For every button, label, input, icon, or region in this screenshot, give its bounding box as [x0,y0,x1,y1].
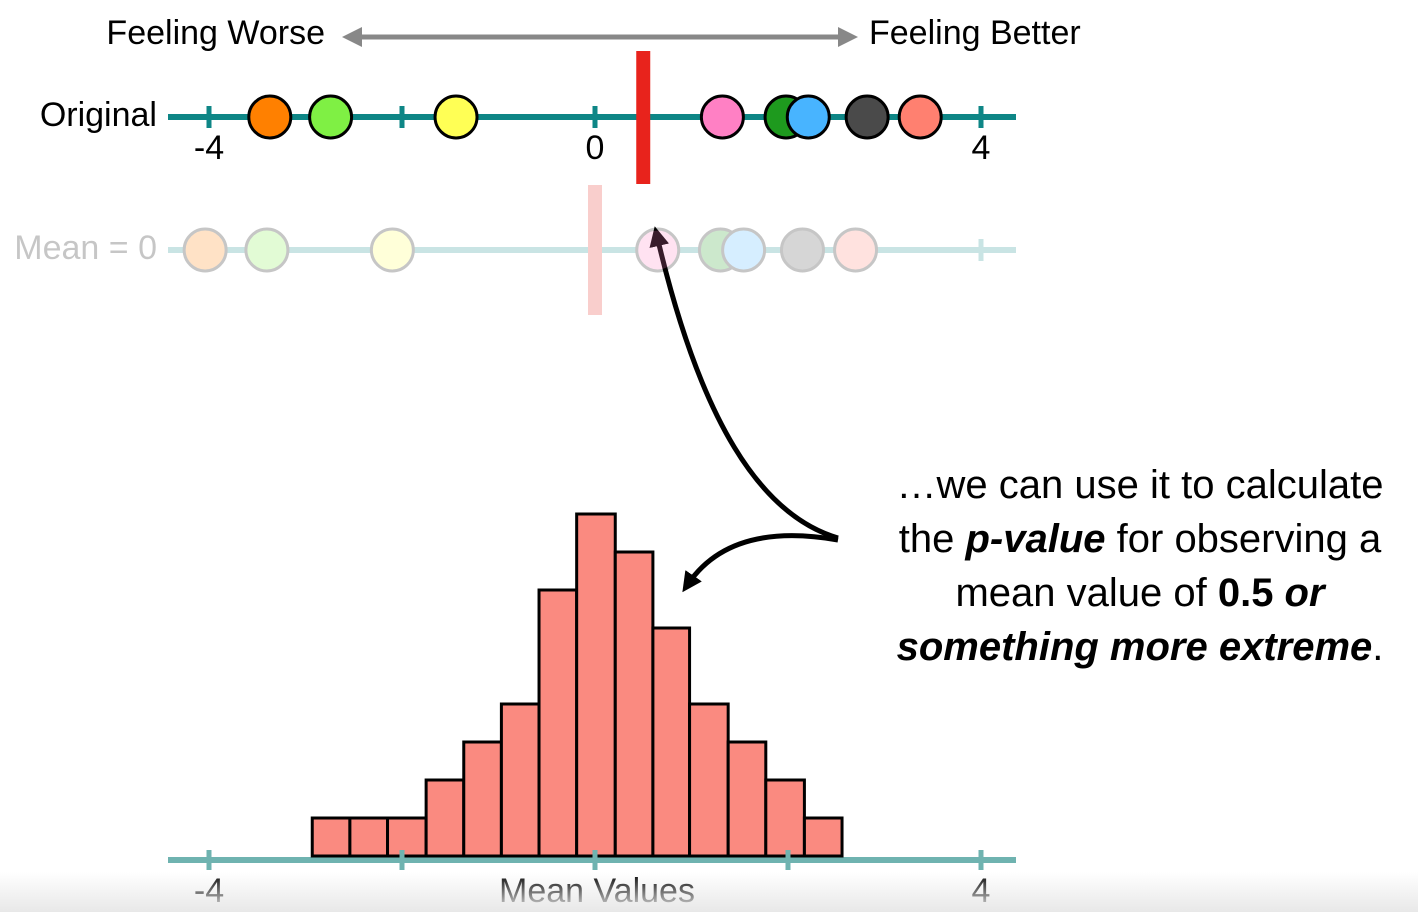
x-tick-label: 4 [972,129,991,167]
data-point [785,94,831,140]
data-point [308,94,354,140]
strip-row: Original -4 0 4 [40,51,1016,184]
annotation-line: the p-value for observing a [840,512,1418,566]
callout-arrow [649,226,839,541]
data-point [699,94,745,140]
data-point [369,227,415,273]
data-point [844,94,890,140]
strip-row: Mean = 0 [14,185,1016,315]
histogram-bar [802,816,844,858]
data-point [244,227,290,273]
histogram-bar [764,778,806,858]
callout-arrow [682,533,839,593]
annotation: …we can use it to calculate the p-value f… [840,458,1418,674]
mean-marker [636,51,651,184]
annotation-text: . [1372,625,1384,669]
direction-label: Feeling Better [869,14,1081,52]
annotation-text: mean value of [955,571,1218,615]
data-point [635,227,681,273]
annotation-text: p-value [965,517,1106,561]
data-point [697,227,743,273]
video-shade [0,872,1418,912]
data-point [247,94,293,140]
histogram-bar [651,626,692,858]
annotation-text: something more extreme [896,625,1373,669]
data-point [721,227,767,273]
histogram-bar [499,702,541,858]
row-label: Mean = 0 [14,229,157,267]
histogram-bar [575,512,617,858]
data-point [779,227,825,273]
annotation-text: the [898,517,966,561]
histogram-bar [688,702,730,858]
histogram-bar [726,740,768,858]
histogram-bar [462,740,503,858]
data-point [833,227,879,273]
annotation-text: …we can use it to calculate [896,463,1384,507]
data-point [897,94,943,140]
annotation-line: mean value of 0.5 or [840,566,1418,620]
histogram-bar [537,588,579,858]
row-label: Original [40,96,157,134]
x-tick-label: -4 [194,129,224,167]
histogram-bar [424,778,466,858]
histogram-bar [310,816,352,858]
mean-marker [588,185,602,315]
histogram-bar [348,816,390,858]
annotation-text: for observing a [1105,517,1382,561]
data-point [433,94,479,140]
histogram-bar [386,816,428,858]
direction-label: Feeling Worse [106,14,325,52]
data-point [182,227,228,273]
annotation-line: something more extreme. [840,620,1418,674]
annotation-text: 0.5 [1217,571,1285,615]
annotation-line: …we can use it to calculate [840,458,1418,512]
annotation-text: or [1284,571,1325,615]
x-tick-label: 0 [586,129,605,167]
histogram-bar [613,550,655,858]
